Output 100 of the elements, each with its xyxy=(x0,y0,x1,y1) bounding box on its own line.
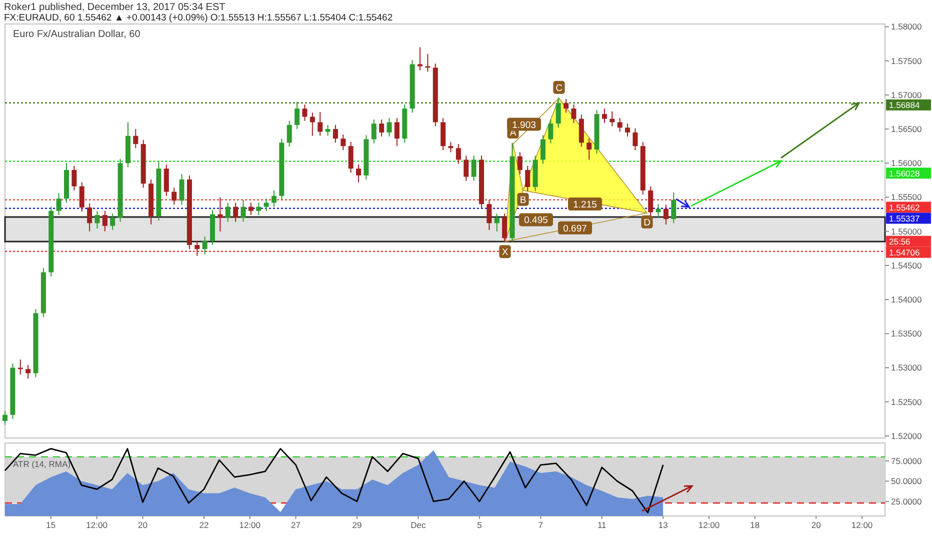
candlestick xyxy=(332,124,338,144)
annotation: 1.215 xyxy=(573,200,597,211)
y-tick-label: 1.56000 xyxy=(891,158,922,168)
annotation: 0.697 xyxy=(563,223,587,234)
candlestick xyxy=(418,46,423,71)
x-tick-label: 27 xyxy=(291,520,301,530)
candlestick xyxy=(456,144,461,164)
candlestick xyxy=(379,118,384,138)
y-tick-label: 1.57000 xyxy=(891,90,922,100)
x-tick-label: 20 xyxy=(138,520,148,530)
ref-line-label: 1.56884 xyxy=(889,100,920,110)
candlestick xyxy=(340,134,346,151)
annotation: X xyxy=(502,247,509,258)
x-tick-label: 11 xyxy=(597,520,607,530)
candlestick xyxy=(2,410,8,426)
y-tick-label: 75.0000 xyxy=(891,456,922,466)
x-tick-label: 22 xyxy=(199,520,209,530)
ref-line-label: 1.56028 xyxy=(889,168,920,178)
candlestick xyxy=(471,155,476,182)
candlestick xyxy=(564,98,569,114)
candlestick xyxy=(233,202,238,222)
candlestick xyxy=(556,97,561,128)
x-tick-label: 7 xyxy=(538,520,544,530)
candlestick xyxy=(225,202,230,222)
candlestick xyxy=(94,210,100,230)
candlestick xyxy=(194,240,200,256)
candlestick xyxy=(394,118,400,147)
annotation: Euro Fx/Australian Dollar, 60 xyxy=(13,29,141,40)
candlestick xyxy=(586,138,592,160)
y-tick-label: 1.55000 xyxy=(891,226,922,236)
candlestick xyxy=(79,182,84,212)
candlestick xyxy=(56,192,62,216)
candlestick xyxy=(571,104,576,124)
y-tick-label: 1.53000 xyxy=(891,362,922,373)
ref-line-label: 1.54706 xyxy=(889,248,920,258)
candlestick xyxy=(26,364,31,380)
candlestick xyxy=(102,210,108,232)
candlestick xyxy=(318,111,323,136)
candlestick xyxy=(256,202,262,216)
text: 25:56 xyxy=(889,236,911,247)
candlestick xyxy=(464,155,469,182)
x-tick-label: 29 xyxy=(352,520,362,530)
candlestick xyxy=(602,108,607,124)
annotation: D xyxy=(644,217,651,228)
candlestick xyxy=(286,120,292,148)
candlestick xyxy=(179,174,184,206)
x-tick-label: 12:00 xyxy=(698,520,720,530)
candlestick xyxy=(671,192,676,224)
candlestick xyxy=(386,118,392,138)
annotation: C xyxy=(556,82,563,94)
candlestick xyxy=(548,118,554,144)
y-tick-label: 1.57500 xyxy=(891,56,922,66)
x-tick-label: 13 xyxy=(658,520,668,530)
candlestick xyxy=(502,213,508,242)
candlestick xyxy=(240,199,246,222)
candlestick xyxy=(356,164,362,183)
y-tick-label: 1.52500 xyxy=(891,396,922,407)
y-tick-label: 1.54500 xyxy=(891,260,922,270)
candlestick xyxy=(248,202,254,216)
candlestick xyxy=(348,141,354,174)
candlestick xyxy=(663,204,668,226)
annotation: 0.495 xyxy=(524,215,548,226)
candlestick xyxy=(202,236,208,256)
candlestick xyxy=(325,124,330,136)
x-tick-label: 12:00 xyxy=(86,520,108,530)
candlestick xyxy=(371,118,376,144)
ref-line-label: 1.55462 xyxy=(889,202,920,212)
candlestick xyxy=(525,165,530,192)
candlestick xyxy=(517,152,522,175)
candlestick xyxy=(440,118,446,151)
y-tick-label: 1.52000 xyxy=(891,430,922,441)
candlestick xyxy=(110,213,116,230)
candlestick xyxy=(72,165,77,191)
candlestick xyxy=(632,128,638,151)
candlestick xyxy=(18,359,23,376)
chart-subtitle: FX:EURAUD, 60 1.55462 ▲ +0.00143 (+0.09%) O:1.55513 H:1.55567 L:1.55404 C:1.55462 xyxy=(4,12,393,24)
y-tick-label: 1.53500 xyxy=(891,328,922,339)
candlestick xyxy=(302,104,308,122)
candlestick xyxy=(172,187,177,206)
x-tick-label: 12:00 xyxy=(239,520,261,530)
candlestick xyxy=(540,134,546,164)
candlestick xyxy=(87,202,92,232)
x-tick-label: 18 xyxy=(750,520,760,530)
x-tick-label: 12:00 xyxy=(851,520,873,530)
candlestick xyxy=(448,141,454,153)
candlestick xyxy=(578,114,584,148)
y-tick-label: 1.58000 xyxy=(891,22,922,32)
candlestick xyxy=(294,101,300,130)
chart-title: Roker1 published, December 13, 2017 05:34 EST xyxy=(4,2,226,13)
y-tick-label: 1.54000 xyxy=(891,294,922,305)
x-tick-label: 5 xyxy=(477,520,482,530)
candlestick xyxy=(271,190,276,208)
ref-line-label: 1.55337 xyxy=(889,213,920,224)
y-tick-label: 1.55500 xyxy=(891,192,922,202)
y-tick-label: 50.0000 xyxy=(891,476,922,486)
annotation: ATR (14, RMA) xyxy=(13,459,71,469)
annotation: B xyxy=(520,194,526,206)
candlestick xyxy=(617,118,622,132)
candlestick xyxy=(486,199,492,230)
candlestick xyxy=(264,198,269,212)
